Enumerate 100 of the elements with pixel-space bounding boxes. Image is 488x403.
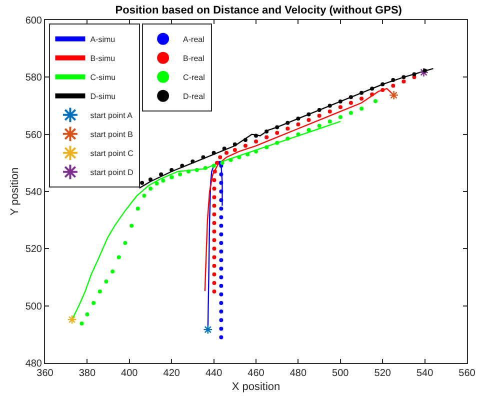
y-tick-label: 600 bbox=[25, 16, 42, 26]
point bbox=[110, 270, 115, 274]
legend-label: A-real bbox=[183, 35, 205, 44]
point bbox=[275, 125, 280, 130]
point bbox=[224, 150, 228, 155]
point bbox=[317, 114, 322, 118]
legend-label: start point A bbox=[90, 111, 134, 120]
point bbox=[212, 255, 216, 260]
legend-label: start point C bbox=[90, 149, 134, 158]
chart-title: Position based on Distance and Velocity (without GPS) bbox=[115, 4, 402, 17]
legend-label: C-real bbox=[183, 73, 206, 82]
point bbox=[370, 86, 374, 91]
point bbox=[328, 104, 332, 108]
point bbox=[203, 166, 208, 170]
point bbox=[228, 158, 233, 162]
point bbox=[219, 240, 224, 245]
point bbox=[360, 90, 364, 95]
point bbox=[348, 100, 353, 105]
point bbox=[159, 172, 164, 176]
point bbox=[212, 212, 216, 216]
point bbox=[219, 232, 224, 236]
point bbox=[296, 132, 300, 136]
legend-label: B-simu bbox=[90, 54, 116, 64]
point bbox=[98, 290, 102, 294]
point bbox=[80, 322, 84, 326]
point bbox=[264, 129, 269, 134]
point bbox=[373, 99, 378, 104]
point bbox=[219, 318, 224, 322]
point bbox=[370, 92, 374, 96]
point bbox=[170, 168, 174, 172]
point bbox=[154, 182, 159, 186]
point bbox=[180, 164, 184, 168]
point bbox=[338, 115, 342, 120]
point bbox=[275, 130, 280, 135]
point bbox=[194, 168, 199, 172]
y-axis-title: Y position bbox=[8, 167, 21, 216]
y-tick-label: 540 bbox=[25, 187, 42, 198]
point bbox=[219, 310, 224, 314]
x-tick-label: 480 bbox=[290, 368, 307, 379]
point bbox=[104, 280, 108, 284]
point bbox=[212, 272, 216, 276]
point bbox=[136, 206, 140, 211]
point bbox=[317, 124, 322, 128]
point bbox=[402, 79, 406, 84]
point bbox=[212, 246, 216, 251]
point bbox=[380, 82, 385, 86]
point bbox=[296, 116, 300, 121]
point bbox=[203, 324, 213, 334]
point bbox=[243, 144, 248, 148]
point bbox=[219, 284, 224, 288]
point bbox=[338, 99, 342, 104]
point bbox=[219, 258, 224, 262]
point bbox=[212, 150, 216, 155]
point bbox=[286, 136, 290, 141]
point bbox=[92, 300, 96, 305]
x-tick-label: 420 bbox=[163, 368, 180, 379]
point bbox=[219, 224, 224, 228]
point bbox=[317, 108, 322, 112]
point bbox=[219, 198, 224, 202]
x-tick-label: 560 bbox=[458, 368, 476, 379]
x-tick-label: 540 bbox=[416, 368, 434, 379]
point bbox=[186, 169, 190, 174]
point bbox=[218, 155, 222, 160]
x-tick-label: 400 bbox=[121, 368, 138, 379]
x-tick-label: 460 bbox=[248, 368, 265, 379]
point bbox=[254, 139, 258, 144]
point bbox=[219, 292, 224, 296]
point bbox=[275, 140, 280, 145]
point bbox=[219, 190, 224, 194]
x-tick-label: 440 bbox=[205, 368, 223, 379]
point bbox=[219, 206, 224, 211]
point bbox=[391, 84, 396, 88]
x-tick-label: 500 bbox=[332, 368, 350, 379]
point bbox=[148, 177, 152, 182]
point bbox=[212, 178, 216, 182]
point bbox=[232, 148, 237, 152]
point bbox=[212, 204, 216, 208]
point bbox=[219, 266, 224, 271]
point bbox=[222, 146, 226, 151]
point bbox=[388, 90, 399, 100]
line-series bbox=[138, 68, 434, 189]
point bbox=[338, 105, 342, 110]
point bbox=[391, 78, 396, 82]
point bbox=[178, 172, 182, 176]
x-tick-label: 360 bbox=[36, 368, 54, 379]
point bbox=[219, 250, 224, 254]
y-tick-label: 500 bbox=[25, 301, 42, 312]
point bbox=[212, 186, 216, 191]
point bbox=[296, 122, 300, 126]
point bbox=[254, 134, 258, 138]
point bbox=[254, 149, 258, 154]
line-series bbox=[71, 120, 341, 320]
point bbox=[264, 145, 269, 150]
point bbox=[219, 300, 224, 305]
point bbox=[123, 240, 128, 245]
y-tick-label: 480 bbox=[25, 358, 42, 370]
point bbox=[212, 280, 216, 285]
y-tick-label: 580 bbox=[25, 72, 42, 84]
point bbox=[130, 224, 134, 228]
point bbox=[219, 215, 224, 220]
